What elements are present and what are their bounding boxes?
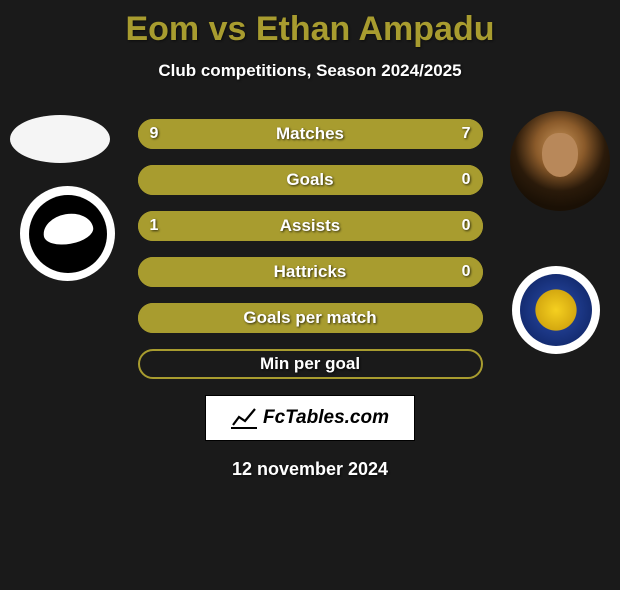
player-right-avatar (510, 111, 610, 211)
stat-row: Goals per match (138, 303, 483, 333)
stat-value-right: 0 (462, 211, 471, 241)
stat-label: Min per goal (138, 349, 483, 379)
stat-label: Assists (138, 211, 483, 241)
stat-row: Matches9 7 (138, 119, 483, 149)
stat-row: Min per goal (138, 349, 483, 379)
subtitle: Club competitions, Season 2024/2025 (0, 61, 620, 81)
stat-value-right: 0 (462, 257, 471, 287)
date-label: 12 november 2024 (0, 459, 620, 480)
stat-label: Hattricks (138, 257, 483, 287)
stat-row: Assists1 0 (138, 211, 483, 241)
stat-row: Hattricks0 (138, 257, 483, 287)
stat-label: Goals (138, 165, 483, 195)
brand-box: FcTables.com (205, 395, 415, 441)
brand-icon (231, 407, 257, 429)
stat-value-right: 0 (462, 165, 471, 195)
player-left-avatar (10, 115, 110, 163)
stat-label: Goals per match (138, 303, 483, 333)
stat-row: Goals0 (138, 165, 483, 195)
stat-value-left: 1 (150, 211, 159, 241)
comparison-panel: Matches97Goals0Assists10Hattricks0Goals … (0, 111, 620, 480)
stat-value-left: 9 (150, 119, 159, 149)
stat-label: Matches (138, 119, 483, 149)
stat-value-right: 7 (462, 119, 471, 149)
stats-bars: Matches97Goals0Assists10Hattricks0Goals … (138, 111, 483, 379)
brand-text: FcTables.com (263, 407, 389, 429)
club-left-badge (20, 186, 115, 281)
club-right-badge (512, 266, 600, 354)
page-title: Eom vs Ethan Ampadu (0, 10, 620, 49)
